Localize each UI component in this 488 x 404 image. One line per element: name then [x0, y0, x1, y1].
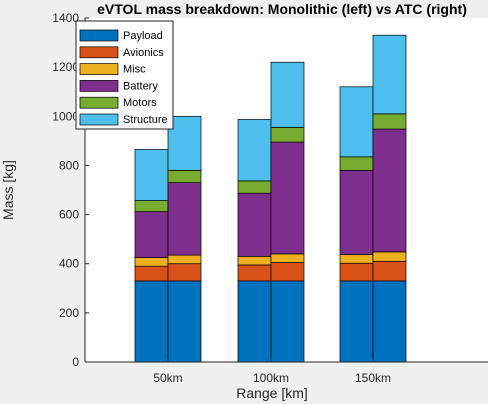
chart-title: eVTOL mass breakdown: Monolithic (left) … [97, 1, 467, 17]
legend-label-misc: Misc [123, 64, 146, 76]
bar-atc-payload-50km [167, 280, 202, 363]
bar-atc-battery-50km [167, 182, 202, 256]
bar-monolithic-misc-100km [237, 255, 272, 266]
bar-atc-payload-100km [270, 280, 305, 363]
legend-swatch-payload [79, 29, 119, 42]
legend-label-payload: Payload [123, 30, 163, 42]
bar-atc-structure-100km [270, 61, 305, 128]
bar-atc-structure-150km [372, 34, 407, 115]
y-tick-label: 1000 [52, 109, 79, 123]
legend-label-avionics: Avionics [123, 47, 164, 59]
bar-atc-payload-150km [372, 280, 407, 363]
x-tick-label: 50km [153, 371, 182, 385]
legend-swatch-avionics [79, 46, 119, 59]
bar-atc-motors-150km [372, 113, 407, 130]
y-tick-label: 200 [59, 306, 79, 320]
bar-monolithic-avionics-150km [339, 262, 374, 282]
bar-atc-misc-150km [372, 251, 407, 262]
bar-monolithic-misc-150km [339, 254, 374, 264]
bar-monolithic-motors-100km [237, 180, 272, 194]
x-axis-label: Range [km] [236, 385, 308, 401]
bar-monolithic-misc-50km [134, 257, 169, 267]
y-axis-label: Mass [kg] [0, 160, 16, 220]
bar-monolithic-battery-100km [237, 192, 272, 257]
legend-label-structure: Structure [123, 114, 168, 126]
bar-atc-misc-100km [270, 253, 305, 263]
y-tick-label: 400 [59, 257, 79, 271]
bar-atc-battery-100km [270, 141, 305, 255]
bar-monolithic-structure-50km [134, 149, 169, 201]
x-tick-label: 100km [253, 371, 289, 385]
legend: Payload Avionics Misc Battery Motors Structur… [75, 20, 174, 130]
legend-swatch-structure [79, 113, 119, 126]
bar-monolithic-motors-50km [134, 200, 169, 212]
bar-atc-avionics-100km [270, 262, 305, 282]
bar-monolithic-payload-150km [339, 280, 374, 363]
legend-swatch-misc [79, 63, 119, 75]
bar-monolithic-motors-150km [339, 156, 374, 171]
axes-layer: 0 200 400 600 800 1000 1200 1400 50km 100km 150km [52, 11, 488, 385]
legend-label-motors: Motors [123, 97, 157, 109]
y-tick-label: 800 [59, 158, 79, 172]
bar-monolithic-structure-150km [339, 86, 374, 158]
bar-monolithic-battery-50km [134, 211, 169, 258]
bar-monolithic-payload-50km [134, 280, 169, 363]
bar-atc-motors-100km [270, 126, 305, 143]
bar-monolithic-payload-100km [237, 280, 272, 363]
legend-label-battery: Battery [123, 80, 158, 92]
bar-monolithic-avionics-100km [237, 264, 272, 282]
bar-atc-misc-50km [167, 254, 202, 265]
bar-atc-avionics-50km [167, 263, 202, 282]
bar-monolithic-structure-100km [237, 119, 272, 182]
x-tick-label: 150km [355, 371, 391, 385]
bar-monolithic-battery-150km [339, 169, 374, 255]
y-tick-label: 1200 [52, 60, 79, 74]
legend-swatch-battery [79, 80, 119, 92]
bar-atc-motors-50km [167, 169, 202, 183]
legend-swatch-motors [79, 96, 119, 109]
y-tick-label: 1400 [52, 11, 79, 25]
bar-monolithic-avionics-50km [134, 265, 169, 282]
y-tick-label: 600 [59, 208, 79, 222]
bar-atc-avionics-150km [372, 260, 407, 282]
bar-atc-battery-150km [372, 128, 407, 253]
y-tick-label: 0 [72, 355, 79, 369]
